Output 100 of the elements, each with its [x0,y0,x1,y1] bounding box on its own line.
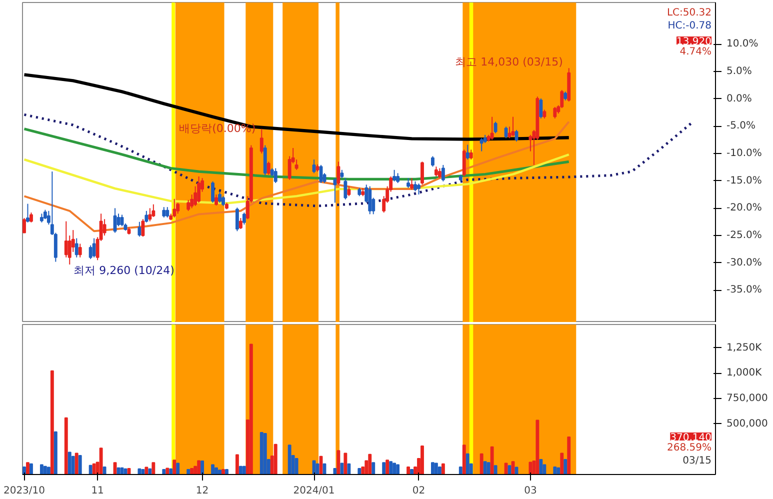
candlestick [176,202,180,214]
y-tick-label: 750,000 [726,392,768,404]
bar [553,466,557,474]
bar [172,460,176,474]
candlestick [396,172,400,184]
candlestick [197,176,201,204]
bar [222,469,225,474]
bar [92,463,96,474]
candlestick [344,178,348,200]
candlestick [274,168,278,184]
candlestick [312,158,316,174]
bar [288,444,292,474]
bar [169,468,173,474]
bar [382,462,386,474]
annotation: HC:-0.78 [668,20,712,32]
candlestick [22,218,26,234]
bar [249,344,253,474]
bar [166,468,170,474]
bar [441,463,445,474]
bar [197,460,201,474]
candlestick [438,168,442,179]
candlestick [392,169,396,182]
candlestick [539,98,543,119]
candlestick [211,180,214,204]
candlestick [462,149,466,177]
y-tick-label: -15.0% [726,175,762,186]
x-tick-label: 12 [196,486,209,496]
candlestick [469,149,473,160]
bar [430,462,434,474]
candlestick [266,161,270,176]
line-series [23,120,570,232]
candlestick [26,203,30,223]
bar [242,466,246,474]
candlestick [260,128,264,154]
candlestick [333,178,337,204]
bar [539,459,543,474]
bar [263,432,267,474]
candlestick [504,126,508,139]
candlestick [414,180,417,192]
candlestick [294,158,298,170]
bar [560,452,564,474]
bar [406,466,410,474]
candlestick [152,204,156,218]
candlestick [368,186,372,215]
bar [43,466,47,474]
candlestick [319,164,323,184]
bar [88,464,92,474]
bar [340,462,344,474]
y-tick-label: -30.0% [726,257,762,268]
candlestick [148,208,152,222]
candlestick [30,212,33,223]
y-tick-label: 0.0% [726,93,752,104]
candlestick [490,116,494,140]
bar [26,462,30,474]
bar [389,461,393,474]
candlestick [417,183,420,195]
candlestick [172,198,176,218]
y-tick-label: 500,000 [726,418,768,430]
bar [494,465,498,474]
annotation: 4.74% [680,46,712,58]
bar [74,452,78,474]
candlestick [78,243,82,258]
candlestick [238,218,242,230]
bar [462,444,466,474]
bar [68,452,72,474]
candlestick [138,221,142,238]
bar [490,446,494,474]
bar [144,466,148,474]
bar [64,417,68,474]
bar [486,462,490,474]
bar [458,466,462,474]
bar [211,464,214,474]
candlestick [441,164,445,182]
candlestick [511,116,515,138]
line-series [22,113,692,208]
bar [294,458,298,474]
candlestick [480,138,484,152]
bar [78,454,82,474]
bar [99,448,103,474]
bar [392,462,396,474]
bar [30,463,33,474]
candlestick [218,191,222,204]
bar [22,466,26,474]
candlestick [162,206,166,218]
candlestick [102,218,106,236]
candlestick [410,178,414,190]
x-tick-label: 2023/10 [3,486,46,496]
candlestick [434,166,438,177]
x-tick-label: 02 [412,486,426,496]
bar [438,466,442,474]
bar [260,432,264,474]
candlestick [141,218,145,238]
x-tick-label: 03 [524,486,537,496]
candlestick [430,156,434,168]
candlestick [166,206,170,218]
bar [141,469,145,474]
bar [434,462,438,474]
candlestick [514,129,518,142]
bar [333,468,337,474]
bar [148,468,152,474]
